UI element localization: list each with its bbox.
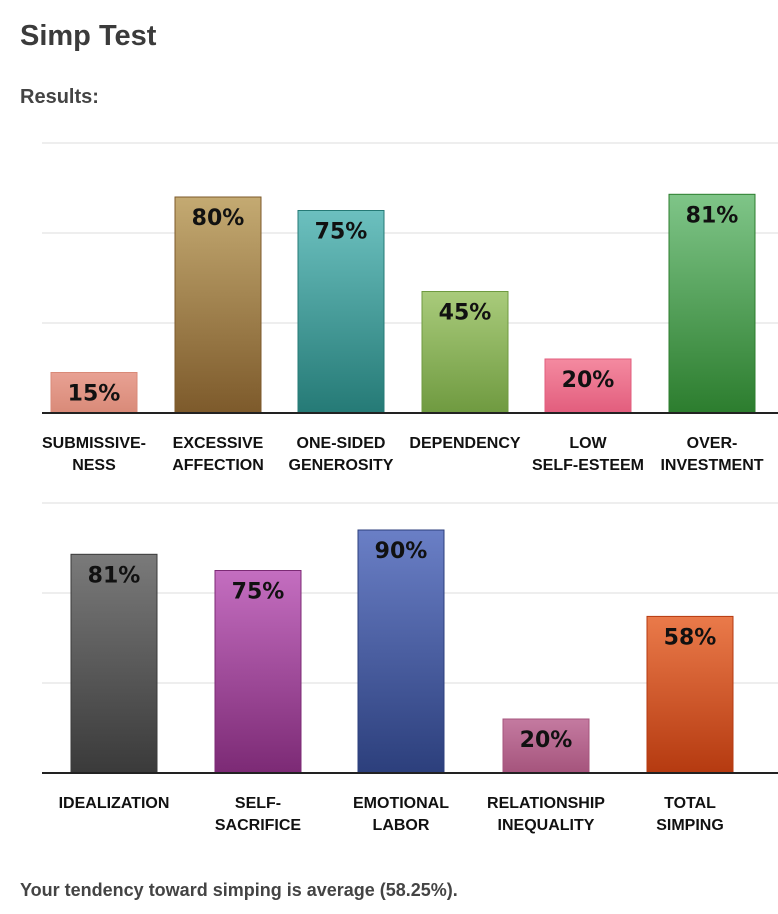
category-label: ONE-SIDED GENEROSITY <box>289 435 394 474</box>
category-label: EMOTIONAL LABOR <box>353 795 449 834</box>
category-label: DEPENDENCY <box>409 435 520 452</box>
bar-value-label: 81% <box>686 203 739 228</box>
summary-text: Your tendency toward simping is average … <box>20 880 458 900</box>
category-label: TOTAL SIMPING <box>656 795 724 834</box>
bar-value-label: 45% <box>439 301 492 326</box>
bar <box>646 615 734 774</box>
results-chart-2: 81% IDEALIZATION 75% SELF-SACRIFICE 90% EMOTI… <box>42 502 778 834</box>
bar <box>357 529 445 774</box>
bar-value-label: 81% <box>88 563 141 588</box>
bar-value-label: 75% <box>232 580 285 605</box>
bar-value-label: 58% <box>664 625 717 650</box>
category-label: OVER-INVESTMENT <box>660 435 763 474</box>
category-label: SELF-SACRIFICE <box>215 795 302 834</box>
category-label: RELATIONSHIP INEQUALITY <box>487 795 605 834</box>
bar-value-label: 75% <box>315 220 368 245</box>
category-label: IDEALIZATION <box>59 795 170 812</box>
bar <box>214 570 302 774</box>
bar-value-label: 20% <box>520 728 573 753</box>
bar <box>421 291 509 414</box>
bar-value-label: 15% <box>68 382 121 407</box>
bar <box>297 210 385 414</box>
bar-value-label: 90% <box>375 539 428 564</box>
bar-value-label: 80% <box>192 206 245 231</box>
bar-value-label: 20% <box>562 368 615 393</box>
bar <box>174 196 262 414</box>
bar <box>70 553 158 774</box>
category-label: SUBMISSIVE-NESS <box>42 435 146 474</box>
bar <box>50 372 138 414</box>
results-chart-1: 15% SUBMISSIVE-NESS 80% EXCESSIVE AFFECTION 7… <box>42 142 778 474</box>
results-heading: Results: <box>20 86 99 108</box>
category-label: EXCESSIVE AFFECTION <box>172 435 264 474</box>
page-title: Simp Test <box>20 20 157 52</box>
category-label: LOW SELF-ESTEEM <box>532 435 644 474</box>
